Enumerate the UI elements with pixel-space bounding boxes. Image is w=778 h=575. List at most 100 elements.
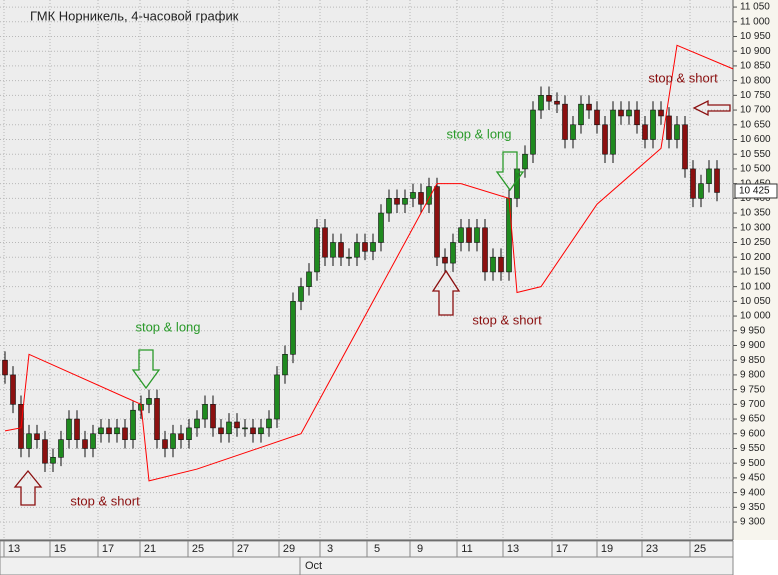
candle-body [322,227,328,258]
x-tick-label: 17 [102,543,114,555]
candle-body [266,418,272,429]
y-tick-label: 10 050 [740,296,771,307]
candle-body [538,95,544,111]
y-tick-label: 9 550 [740,443,765,454]
candle-body [58,439,64,458]
candle-body [162,439,168,449]
candle-body [714,168,720,193]
candle-body [2,359,8,376]
candle-body [402,198,408,205]
candle-body [490,256,496,273]
candle-body [634,109,640,126]
candle-body [90,433,96,449]
candle-body [706,168,712,184]
annotation: stop & short [70,493,140,508]
candle-body [98,427,104,435]
candle-body [242,427,248,430]
candle-body [418,192,424,205]
y-tick-label: 10 200 [740,252,771,263]
y-tick-label: 10 100 [740,281,771,292]
x-tick-label: 25 [694,543,706,555]
candle-body [586,103,592,111]
candle-body [370,242,376,252]
arrows [13,99,731,506]
y-axis-panel [733,0,778,540]
candle-body [506,198,512,273]
candle-body [218,427,224,435]
candle-body [474,227,480,243]
candle-body [466,227,472,243]
candle-body [570,124,576,140]
candle-body [210,404,216,429]
candle-body [562,103,568,140]
candle-body [626,109,632,117]
candle-body [226,421,232,435]
candle-body [394,198,400,205]
candle-body [354,242,360,258]
candle-body [690,168,696,199]
y-tick-label: 10 000 [740,311,771,322]
candle-body [546,95,552,102]
y-tick-label: 10 950 [740,31,771,42]
candle-body [698,183,704,199]
short-arrow [13,469,43,506]
x-group-label: Oct [305,560,322,572]
long-arrow [495,151,525,192]
y-tick-label: 9 350 [740,502,765,513]
y-tick-label: 9 850 [740,355,765,366]
grid [0,0,733,540]
candle-body [442,256,448,264]
candle-body [250,427,256,435]
x-tick-label: 13 [507,543,519,555]
candle-body [338,242,344,258]
y-tick-label: 10 150 [740,267,771,278]
short-arrow [692,99,731,117]
y-tick-label: 10 250 [740,237,771,248]
y-tick-label: 10 800 [740,75,771,86]
candle-body [130,409,136,440]
candle-body [34,433,40,440]
candle-body [578,103,584,126]
candle-body [306,271,312,287]
candle-body [82,439,88,449]
candle-body [594,109,600,126]
y-tick-label: 10 900 [740,46,771,57]
x-tick-label: 25 [192,543,204,555]
y-tick-label: 9 700 [740,399,765,410]
annotation: stop & short [648,70,718,85]
y-tick-label: 10 600 [740,134,771,145]
y-tick-label: 10 750 [740,90,771,101]
envelope-line [4,44,734,482]
candle-body [146,398,152,405]
y-tick-label: 10 300 [740,222,771,233]
x-tick-label: 27 [237,543,249,555]
candle-body [298,286,304,302]
x-tick-label: 17 [556,543,568,555]
candle-body [290,301,296,355]
candle-body [314,227,320,273]
candle-body [10,374,16,405]
y-tick-label: 9 900 [740,340,765,351]
y-tick-label: 9 950 [740,325,765,336]
y-tick-label: 10 850 [740,61,771,72]
y-tick-label: 10 500 [740,164,771,175]
candle-body [530,109,536,155]
y-tick-label: 9 650 [740,414,765,425]
x-tick-label: 9 [417,543,423,555]
candle-body [458,227,464,243]
y-tick-label: 11 050 [740,2,770,13]
last-price-box [734,183,778,199]
candle-body [426,186,432,205]
candle-body [66,418,72,440]
candle-body [554,100,560,105]
x-tick-label: 13 [8,543,20,555]
candle-body [122,427,128,440]
annotation: stop & short [472,312,542,327]
candle-body [410,192,416,199]
y-tick-label: 9 600 [740,428,765,439]
candle-body [330,242,336,258]
x-tick-label: 19 [601,543,613,555]
candle-body [154,398,160,440]
candle-body [346,256,352,259]
